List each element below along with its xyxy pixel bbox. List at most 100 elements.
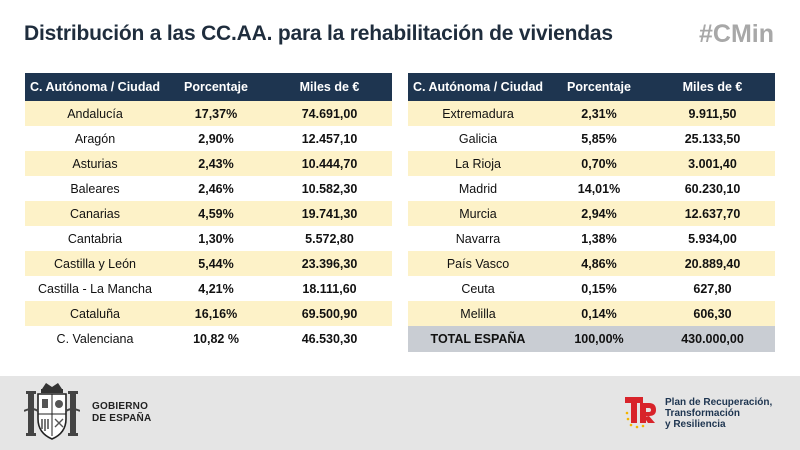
total-label: TOTAL ESPAÑA xyxy=(408,326,548,352)
percentage-cell: 10,82 % xyxy=(165,326,267,351)
percentage-cell: 0,14% xyxy=(548,301,650,326)
amount-cell: 19.741,30 xyxy=(267,201,392,226)
percentage-cell: 4,59% xyxy=(165,201,267,226)
footer-bar xyxy=(0,376,800,450)
column-header-amount: Miles de € xyxy=(267,73,392,101)
region-cell: Navarra xyxy=(408,226,548,251)
table-row: Madrid 14,01% 60.230,10 xyxy=(408,176,775,201)
amount-cell: 606,30 xyxy=(650,301,775,326)
percentage-cell: 4,86% xyxy=(548,251,650,276)
table-row: C. Valenciana 10,82 % 46.530,30 xyxy=(25,326,392,351)
amount-cell: 5.934,00 xyxy=(650,226,775,251)
table-row: Asturias 2,43% 10.444,70 xyxy=(25,151,392,176)
table-row: Canarias 4,59% 19.741,30 xyxy=(25,201,392,226)
region-cell: Asturias xyxy=(25,151,165,176)
distribution-table-left: C. Autónoma / Ciudad Porcentaje Miles de… xyxy=(25,73,392,351)
percentage-cell: 0,15% xyxy=(548,276,650,301)
region-cell: Andalucía xyxy=(25,101,165,126)
total-percentage: 100,00% xyxy=(548,326,650,352)
table-row: Cantabria 1,30% 5.572,80 xyxy=(25,226,392,251)
table-row: Ceuta 0,15% 627,80 xyxy=(408,276,775,301)
percentage-cell: 2,43% xyxy=(165,151,267,176)
percentage-cell: 2,94% xyxy=(548,201,650,226)
table-row: Aragón 2,90% 12.457,10 xyxy=(25,126,392,151)
table-row: Baleares 2,46% 10.582,30 xyxy=(25,176,392,201)
column-header-percentage: Porcentaje xyxy=(165,73,267,101)
region-cell: Ceuta xyxy=(408,276,548,301)
percentage-cell: 1,38% xyxy=(548,226,650,251)
region-cell: Castilla y León xyxy=(25,251,165,276)
percentage-cell: 4,21% xyxy=(165,276,267,301)
table-row: La Rioja 0,70% 3.001,40 xyxy=(408,151,775,176)
percentage-cell: 5,85% xyxy=(548,126,650,151)
plan-line-2: Transformación xyxy=(665,408,741,419)
amount-cell: 10.582,30 xyxy=(267,176,392,201)
amount-cell: 23.396,30 xyxy=(267,251,392,276)
amount-cell: 3.001,40 xyxy=(650,151,775,176)
column-header-amount: Miles de € xyxy=(650,73,775,101)
table-row: Murcia 2,94% 12.637,70 xyxy=(408,201,775,226)
region-cell: C. Valenciana xyxy=(25,326,165,351)
percentage-cell: 2,46% xyxy=(165,176,267,201)
table-row: Cataluña 16,16% 69.500,90 xyxy=(25,301,392,326)
total-amount: 430.000,00 xyxy=(650,326,775,352)
region-cell: País Vasco xyxy=(408,251,548,276)
region-cell: Cantabria xyxy=(25,226,165,251)
percentage-cell: 14,01% xyxy=(548,176,650,201)
percentage-cell: 1,30% xyxy=(165,226,267,251)
government-line-1: GOBIERNO xyxy=(92,401,149,412)
region-cell: Cataluña xyxy=(25,301,165,326)
region-cell: Extremadura xyxy=(408,101,548,126)
region-cell: La Rioja xyxy=(408,151,548,176)
table-row: Extremadura 2,31% 9.911,50 xyxy=(408,101,775,126)
amount-cell: 25.133,50 xyxy=(650,126,775,151)
plan-line-3: y Resiliencia xyxy=(665,419,726,430)
percentage-cell: 2,31% xyxy=(548,101,650,126)
amount-cell: 60.230,10 xyxy=(650,176,775,201)
amount-cell: 12.637,70 xyxy=(650,201,775,226)
column-header-percentage: Porcentaje xyxy=(548,73,650,101)
amount-cell: 12.457,10 xyxy=(267,126,392,151)
hashtag-label: #CMin xyxy=(699,20,774,48)
region-cell: Melilla xyxy=(408,301,548,326)
region-cell: Aragón xyxy=(25,126,165,151)
amount-cell: 10.444,70 xyxy=(267,151,392,176)
percentage-cell: 0,70% xyxy=(548,151,650,176)
table-row: Navarra 1,38% 5.934,00 xyxy=(408,226,775,251)
table-row: Galicia 5,85% 25.133,50 xyxy=(408,126,775,151)
amount-cell: 9.911,50 xyxy=(650,101,775,126)
table-header-row: C. Autónoma / Ciudad Porcentaje Miles de… xyxy=(408,73,775,101)
table-row: Castilla y León 5,44% 23.396,30 xyxy=(25,251,392,276)
region-cell: Galicia xyxy=(408,126,548,151)
region-cell: Murcia xyxy=(408,201,548,226)
page-title: Distribución a las CC.AA. para la rehabi… xyxy=(24,22,613,45)
amount-cell: 74.691,00 xyxy=(267,101,392,126)
region-cell: Canarias xyxy=(25,201,165,226)
total-row: TOTAL ESPAÑA 100,00% 430.000,00 xyxy=(408,326,775,352)
column-header-region: C. Autónoma / Ciudad xyxy=(25,73,165,101)
table-header-row: C. Autónoma / Ciudad Porcentaje Miles de… xyxy=(25,73,392,101)
plan-line-1: Plan de Recuperación, xyxy=(665,397,773,408)
amount-cell: 18.111,60 xyxy=(267,276,392,301)
prtr-logo-icon xyxy=(625,397,656,429)
amount-cell: 46.530,30 xyxy=(267,326,392,351)
region-cell: Madrid xyxy=(408,176,548,201)
table-row: Andalucía 17,37% 74.691,00 xyxy=(25,101,392,126)
region-cell: Baleares xyxy=(25,176,165,201)
region-cell: Castilla - La Mancha xyxy=(25,276,165,301)
column-header-region: C. Autónoma / Ciudad xyxy=(408,73,548,101)
table-row: Melilla 0,14% 606,30 xyxy=(408,301,775,326)
table-row: País Vasco 4,86% 20.889,40 xyxy=(408,251,775,276)
percentage-cell: 17,37% xyxy=(165,101,267,126)
amount-cell: 627,80 xyxy=(650,276,775,301)
percentage-cell: 5,44% xyxy=(165,251,267,276)
percentage-cell: 2,90% xyxy=(165,126,267,151)
percentage-cell: 16,16% xyxy=(165,301,267,326)
table-row: Castilla - La Mancha 4,21% 18.111,60 xyxy=(25,276,392,301)
amount-cell: 20.889,40 xyxy=(650,251,775,276)
amount-cell: 69.500,90 xyxy=(267,301,392,326)
coat-of-arms-icon xyxy=(24,383,80,440)
recovery-plan-label: Plan de Recuperación, Transformación y R… xyxy=(665,397,772,430)
distribution-table-right: C. Autónoma / Ciudad Porcentaje Miles de… xyxy=(408,73,775,352)
government-line-2: DE ESPAÑA xyxy=(92,413,152,424)
